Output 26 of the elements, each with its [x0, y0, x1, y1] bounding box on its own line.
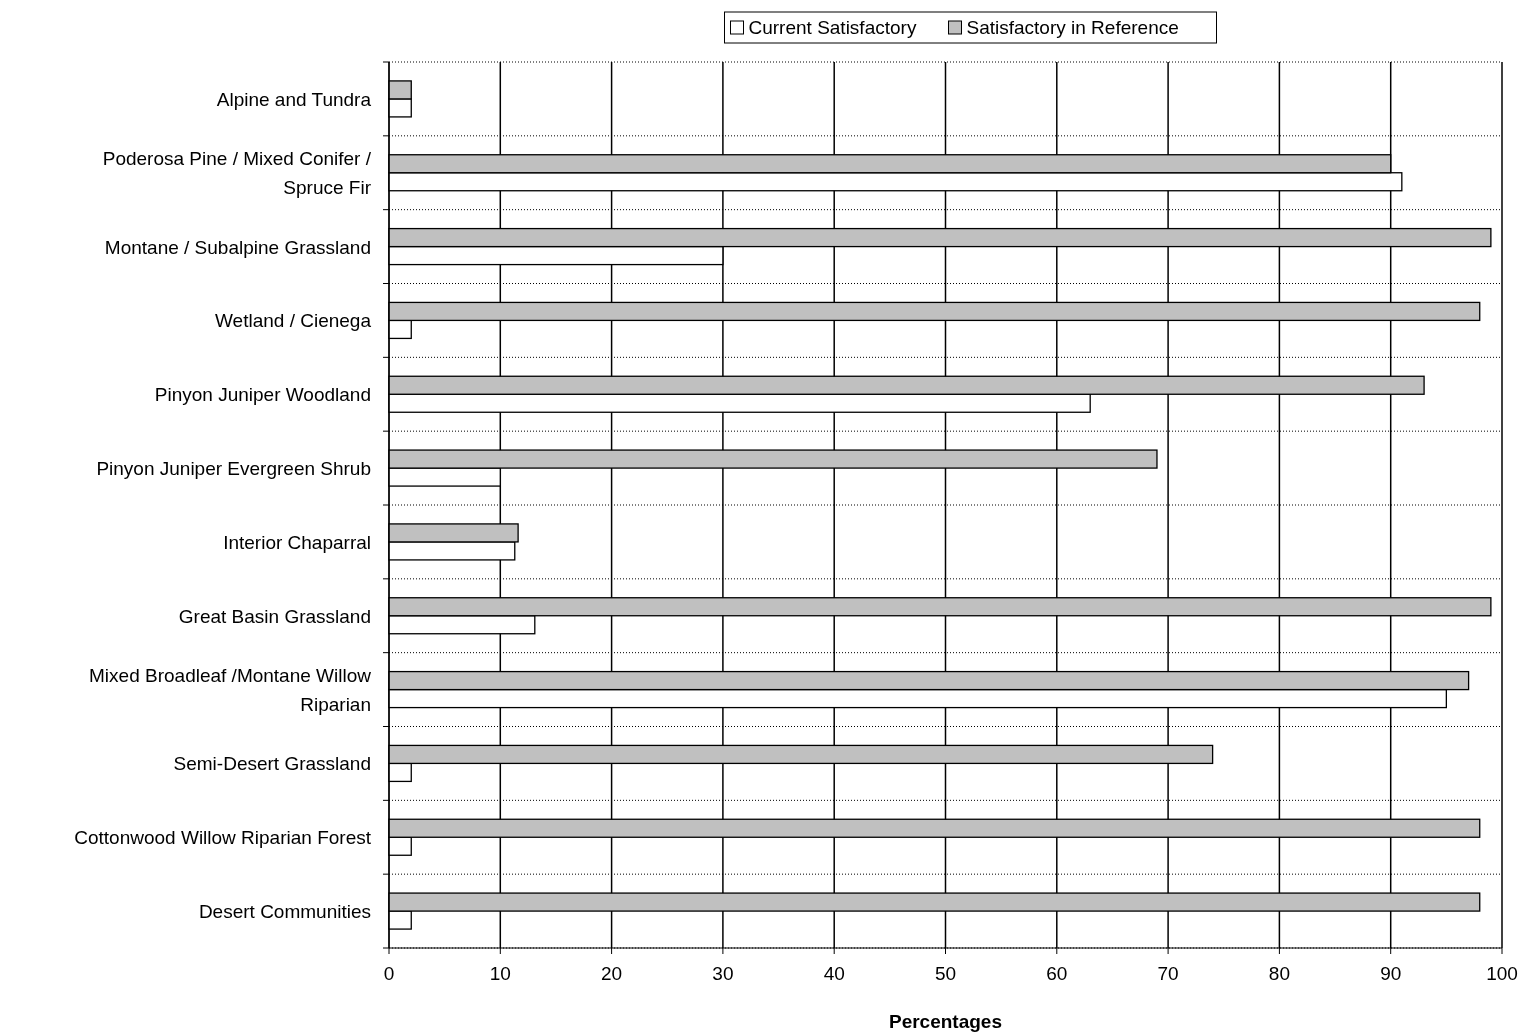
legend-label: Satisfactory in Reference — [966, 17, 1179, 38]
y-tick-label: Wetland / Cienega — [215, 310, 372, 332]
y-tick-label: Cottonwood Willow Riparian Forest — [74, 827, 372, 849]
y-tick-label: Desert Communities — [198, 901, 371, 923]
x-tick-label: 20 — [601, 963, 623, 984]
y-tick-label: Alpine and Tundra — [216, 88, 372, 110]
y-tick-label: Montane / Subalpine Grassland — [104, 236, 371, 258]
y-tick-label: Great Basin Grassland — [178, 605, 371, 627]
x-tick-label: 90 — [1380, 963, 1402, 984]
x-tick-label: 30 — [712, 963, 734, 984]
y-tick-label: Interior Chaparral — [223, 531, 371, 553]
y-tick-label: Pinyon Juniper Evergreen Shrub — [96, 458, 371, 480]
y-tick-label: Semi-Desert Grassland — [173, 753, 371, 775]
x-tick-label: 80 — [1268, 963, 1290, 984]
x-tick-label: 50 — [934, 963, 957, 984]
y-tick-label: Pinyon Juniper Woodland — [154, 384, 371, 406]
x-tick-label: 0 — [383, 963, 395, 984]
x-tick-label: 60 — [1046, 963, 1068, 984]
legend-label: Current Satisfactory — [748, 17, 917, 38]
x-tick-label: 100 — [1486, 963, 1518, 984]
y-tick-label: Poderosa Pine / Mixed Conifer / Spruce Fir — [102, 148, 372, 199]
y-tick-label: Mixed Broadleaf /Montane Willow Riparian — [89, 665, 372, 716]
x-tick-label: 10 — [489, 963, 511, 984]
x-tick-label: 70 — [1157, 963, 1179, 984]
x-axis-title: Percentages — [888, 1011, 1003, 1032]
x-tick-label: 40 — [823, 963, 845, 984]
